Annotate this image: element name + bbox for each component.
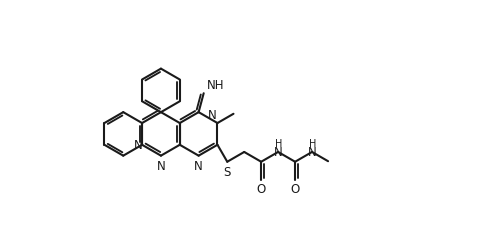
Text: N: N xyxy=(194,159,203,172)
Text: H: H xyxy=(309,138,317,148)
Text: O: O xyxy=(291,182,300,196)
Text: N: N xyxy=(157,159,165,172)
Text: NH: NH xyxy=(207,79,224,92)
Text: N: N xyxy=(208,109,217,121)
Text: S: S xyxy=(223,165,231,178)
Text: N: N xyxy=(134,139,142,152)
Text: N: N xyxy=(308,146,316,159)
Text: N: N xyxy=(274,146,282,159)
Text: O: O xyxy=(257,182,266,196)
Text: H: H xyxy=(275,138,283,148)
